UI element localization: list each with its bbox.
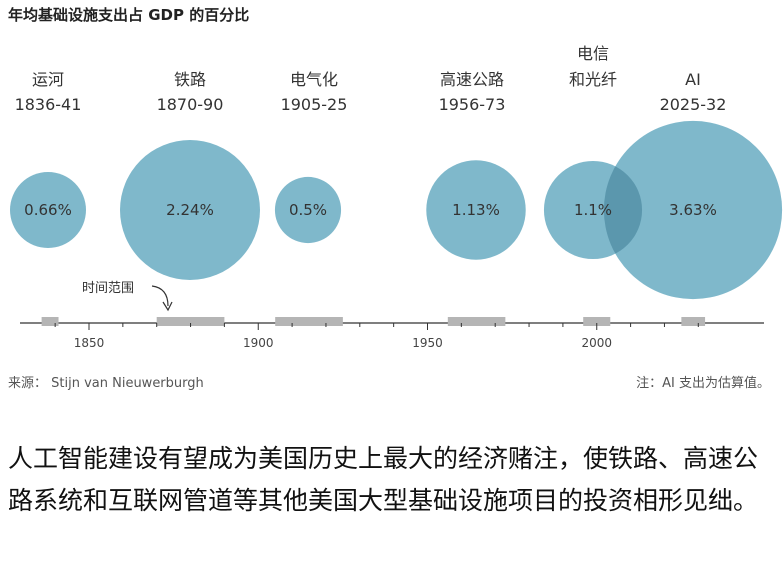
time-range-bar bbox=[41, 317, 59, 326]
x-tick-label: 1850 bbox=[74, 336, 105, 350]
bubble bbox=[274, 176, 342, 244]
time-range-bar bbox=[275, 317, 343, 326]
time-range-annotation: 时间范围 bbox=[82, 281, 134, 296]
bubble-value-label: 2.24% bbox=[166, 201, 214, 219]
bubble-value-label: 0.5% bbox=[289, 201, 327, 219]
era-name-label: 电信 bbox=[577, 44, 609, 63]
time-range-bar bbox=[583, 317, 611, 326]
annotation-arrow bbox=[151, 285, 169, 307]
bubble-value-label: 0.66% bbox=[24, 201, 72, 219]
era-name-label: AI bbox=[685, 70, 701, 89]
bubble-value-label: 3.63% bbox=[669, 201, 717, 219]
bubble-value-label: 1.1% bbox=[574, 201, 612, 219]
era-years-label: 1870-90 bbox=[157, 95, 224, 114]
article-caption: 人工智能建设有望成为美国历史上最大的经济赌注，使铁路、高速公路系统和互联网管道等… bbox=[8, 444, 759, 515]
era-name-label: 电气化 bbox=[290, 70, 338, 89]
bubble bbox=[120, 140, 260, 280]
era-years-label: 2025-32 bbox=[660, 95, 727, 114]
note-text: 注：AI 支出为估算值。 bbox=[636, 376, 770, 391]
bubble-chart: 1850 1900 1950 2000 0.66% 2.24% 0.5% 1.13% 1.1% 3… bbox=[10, 44, 783, 350]
time-range-bar bbox=[156, 317, 225, 326]
era-name-label: 高速公路 bbox=[440, 70, 504, 89]
annotation-arrowhead bbox=[162, 301, 173, 312]
x-tick-label: 1950 bbox=[412, 336, 443, 350]
era-name-label: 铁路 bbox=[174, 70, 206, 89]
chart-title: 年均基础设施支出占 GDP 的百分比 bbox=[8, 6, 250, 24]
x-tick-label: 2000 bbox=[581, 336, 612, 350]
bubble-value-label: 1.13% bbox=[452, 201, 500, 219]
time-range-bar bbox=[681, 317, 706, 326]
bubble bbox=[426, 160, 526, 260]
era-years-label: 1956-73 bbox=[439, 95, 506, 114]
source-text: 来源： Stijn van Nieuwerburgh bbox=[8, 376, 204, 391]
bubble bbox=[603, 120, 783, 300]
era-years-label: 1836-41 bbox=[15, 95, 82, 114]
bubble bbox=[10, 172, 86, 248]
x-tick-label: 1900 bbox=[243, 336, 274, 350]
era-name-label: 和光纤 bbox=[569, 70, 617, 89]
era-name-label: 运河 bbox=[32, 70, 64, 89]
era-years-label: 1905-25 bbox=[281, 95, 348, 114]
time-range-bar bbox=[447, 317, 506, 326]
